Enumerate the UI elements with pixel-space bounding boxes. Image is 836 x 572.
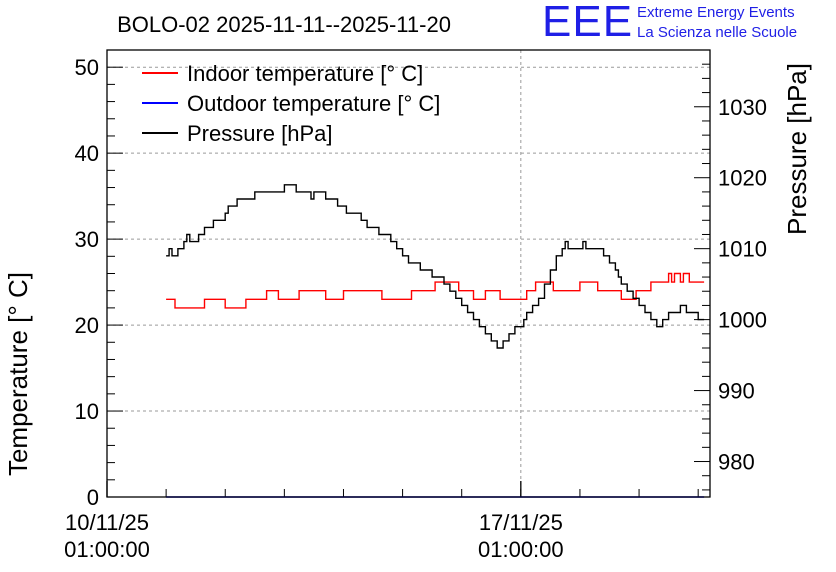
y2-tick-label: 1000 — [718, 308, 767, 333]
legend-label: Outdoor temperature [° C] — [187, 91, 440, 116]
legend-label: Indoor temperature [° C] — [187, 61, 423, 86]
y-tick-label: 20 — [75, 313, 99, 338]
x-tick-label-time: 01:00:00 — [478, 537, 564, 562]
y-axis-title: Temperature [° C] — [3, 272, 33, 476]
eee-logo-line2: La Scienza nelle Scuole — [637, 24, 798, 41]
chart-title: BOLO-02 2025-11-11--2025-11-20 — [117, 12, 451, 37]
series-layer — [166, 184, 705, 498]
x-tick-label-date: 17/11/25 — [479, 510, 563, 535]
right-axis: 980 990 1000 1010 1020 1030 — [694, 63, 767, 491]
y2-tick-label: 1030 — [718, 95, 767, 120]
eee-logo-line1: Extreme Energy Events — [637, 4, 795, 21]
series-line-2 — [166, 184, 705, 349]
legend-label: Pressure [hPa] — [187, 121, 333, 146]
left-axis: 0 10 20 30 40 50 — [75, 55, 123, 510]
y2-tick-label: 1010 — [718, 237, 767, 262]
y-tick-label: 10 — [75, 399, 99, 424]
eee-logo: EEE Extreme Energy Events La Scienza nel… — [540, 0, 830, 46]
series-line-0 — [166, 272, 705, 309]
y-tick-label: 50 — [75, 55, 99, 80]
y2-tick-label: 990 — [718, 379, 755, 404]
x-tick-label-date: 10/11/25 — [65, 510, 149, 535]
y2-axis-title: Pressure [hPa] — [782, 63, 812, 235]
y2-tick-label: 980 — [718, 450, 755, 475]
y-tick-label: 30 — [75, 227, 99, 252]
legend: Indoor temperature [° C] Outdoor temperat… — [142, 61, 440, 146]
y-tick-label: 40 — [75, 141, 99, 166]
grid — [107, 50, 710, 497]
y2-tick-label: 1020 — [718, 166, 767, 191]
y-tick-label: 0 — [87, 485, 99, 510]
eee-logo-mark: EEE — [542, 0, 634, 46]
x-tick-label-time: 01:00:00 — [64, 537, 150, 562]
plot-frame — [106, 49, 711, 498]
